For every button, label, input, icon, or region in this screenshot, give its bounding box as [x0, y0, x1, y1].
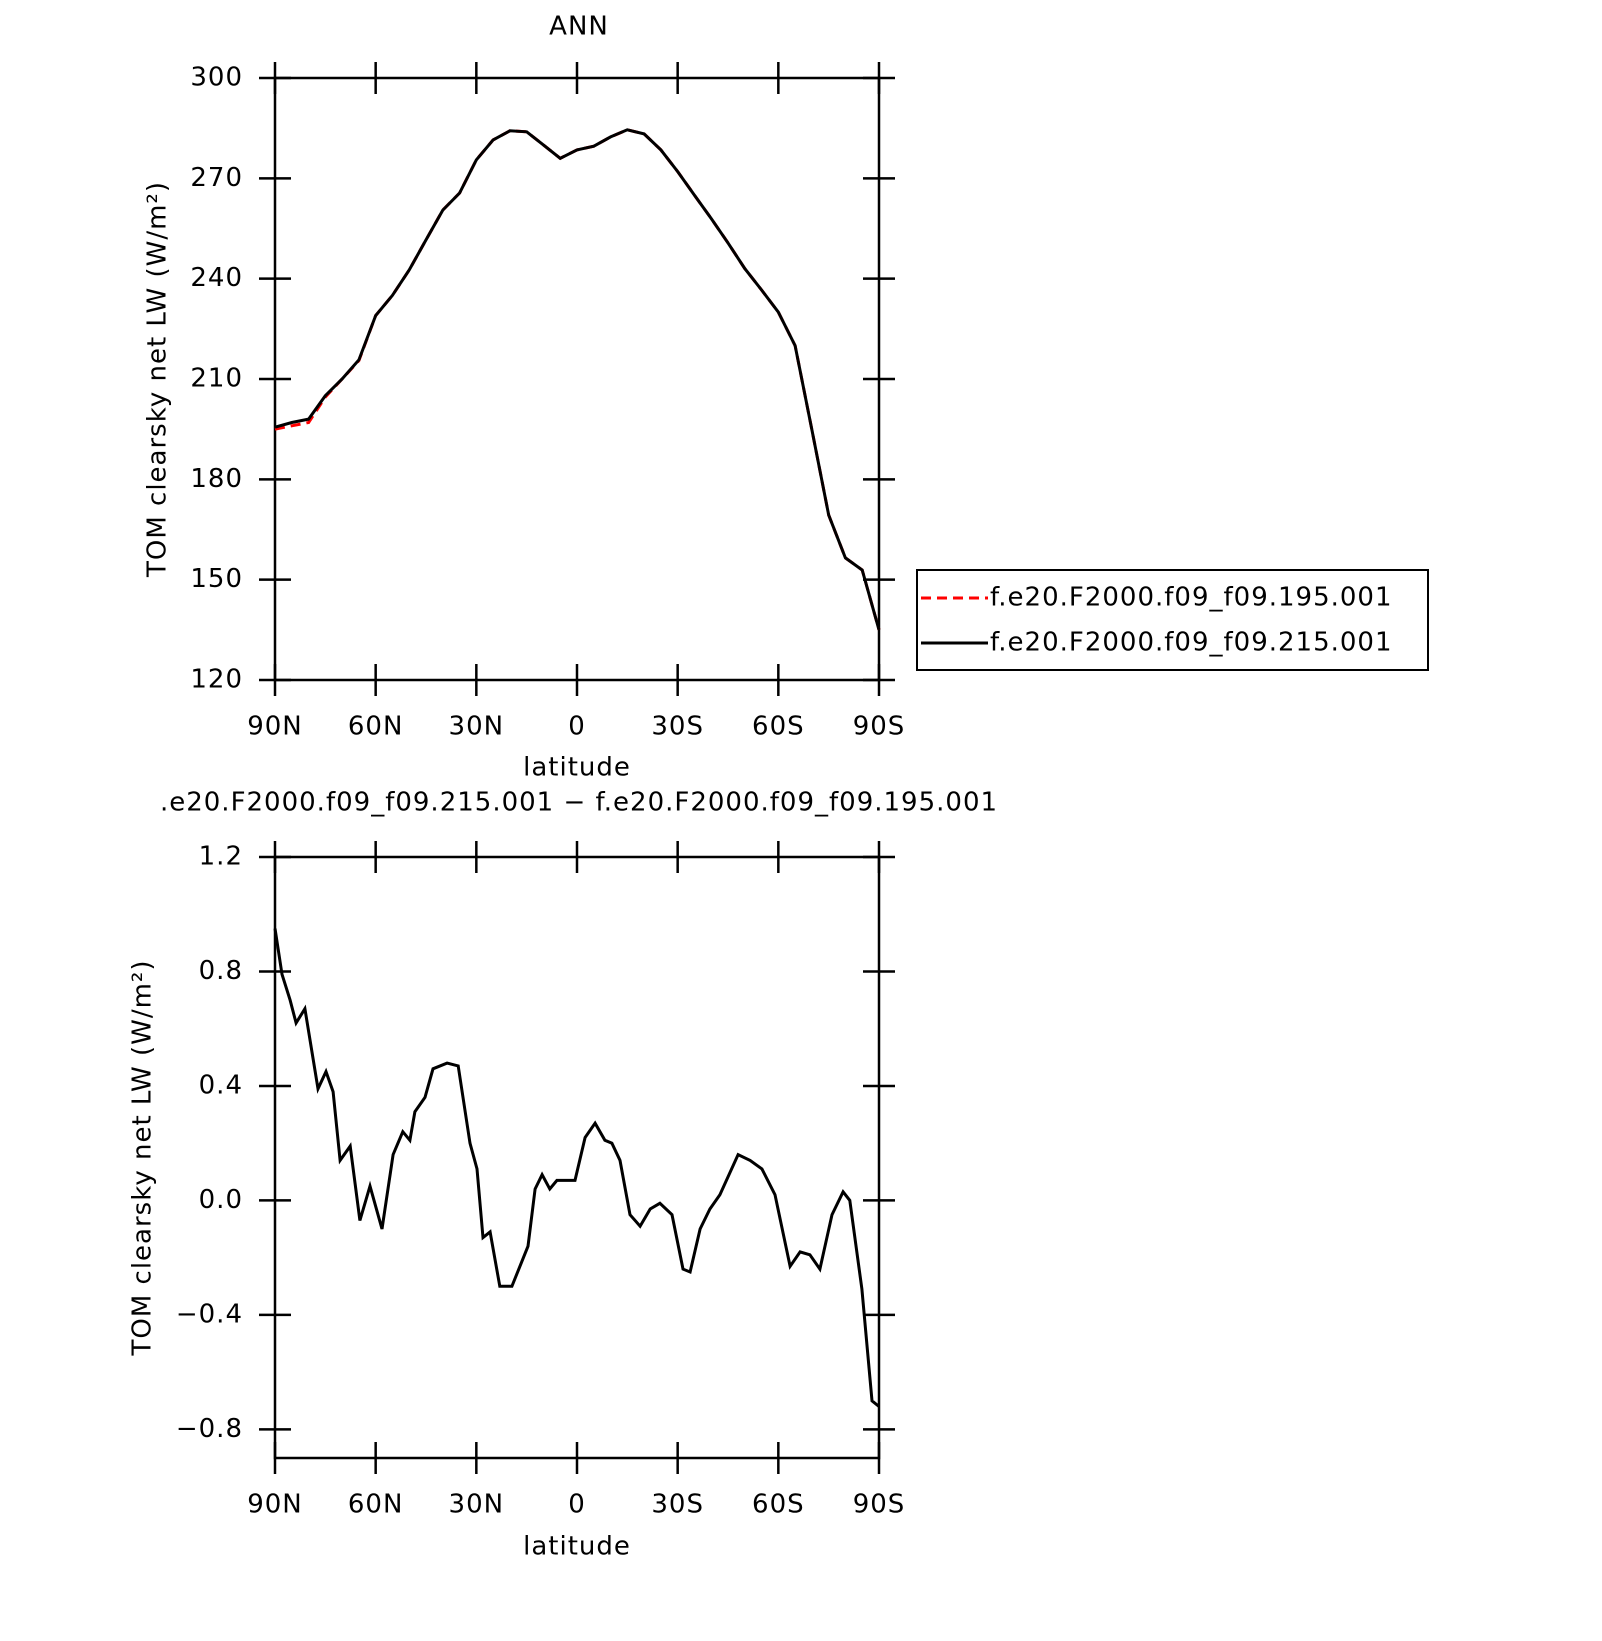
x-tick-label: 60S — [752, 1490, 805, 1520]
y-tick-label: 0.8 — [199, 956, 243, 986]
x-tick-label: 90S — [853, 1490, 906, 1520]
y-tick-label: 210 — [190, 364, 243, 394]
x-axis-label: latitude — [523, 753, 631, 783]
y-tick-label: 1.2 — [199, 842, 243, 872]
x-tick-label: 60S — [752, 712, 805, 742]
legend-label: f.e20.F2000.f09_f09.195.001 — [990, 583, 1393, 613]
y-tick-label: −0.8 — [176, 1414, 243, 1444]
plot-frame — [273, 855, 881, 1460]
y-tick-label: −0.4 — [176, 1299, 243, 1329]
x-tick-label: 30N — [449, 1490, 505, 1520]
y-axis-label: TOM clearsky net LW (W/m²) — [143, 181, 173, 578]
y-tick-label: 180 — [190, 464, 243, 494]
y-tick-label: 0.4 — [199, 1070, 243, 1100]
legend-label: f.e20.F2000.f09_f09.215.001 — [990, 628, 1393, 658]
x-tick-label: 30S — [651, 1490, 704, 1520]
y-tick-label: 0.0 — [199, 1185, 243, 1215]
x-tick-label: 0 — [568, 712, 586, 742]
x-tick-label: 0 — [568, 1490, 586, 1520]
chart-title: .e20.F2000.f09_f09.215.001 − f.e20.F2000… — [160, 788, 998, 818]
x-tick-label: 30N — [449, 712, 505, 742]
y-tick-label: 270 — [190, 163, 243, 193]
plot-frame — [273, 76, 881, 682]
y-tick-label: 150 — [190, 564, 243, 594]
chart-title: ANN — [549, 12, 609, 42]
y-tick-label: 240 — [190, 263, 243, 293]
x-tick-label: 60N — [348, 1490, 404, 1520]
data-line — [274, 128, 881, 631]
x-tick-label: 90N — [247, 712, 303, 742]
y-tick-label: 300 — [190, 63, 243, 93]
legend-box — [916, 569, 1429, 671]
x-tick-label: 90S — [853, 712, 906, 742]
y-axis-label: TOM clearsky net LW (W/m²) — [128, 959, 158, 1356]
y-tick-label: 120 — [190, 665, 243, 695]
data-line — [274, 128, 881, 631]
x-tick-label: 60N — [348, 712, 404, 742]
data-line — [273, 928, 880, 1408]
x-axis-label: latitude — [523, 1532, 631, 1562]
x-tick-label: 90N — [247, 1490, 303, 1520]
x-tick-label: 30S — [651, 712, 704, 742]
